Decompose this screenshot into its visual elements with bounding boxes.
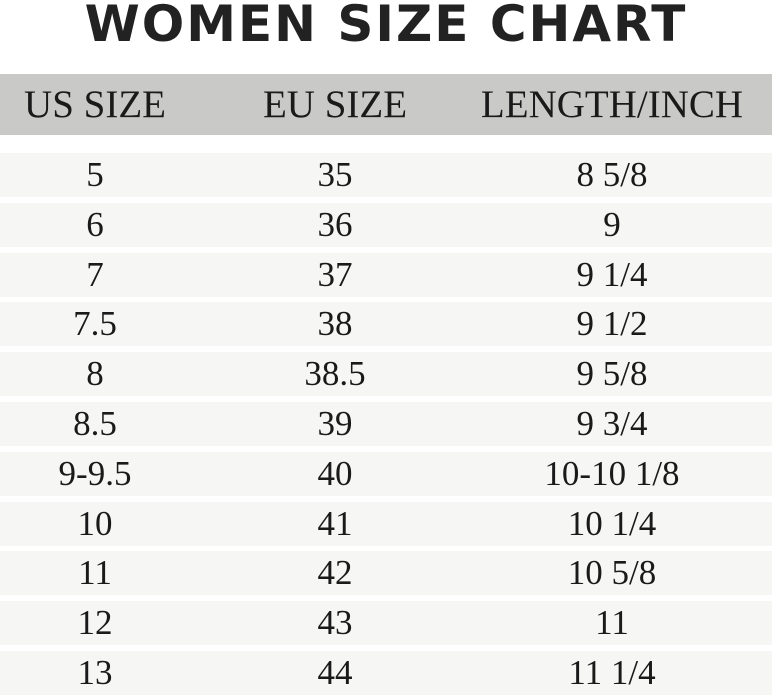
table-row: 6 36 9 bbox=[0, 202, 772, 247]
eu-size-cell: 38.5 bbox=[304, 354, 366, 394]
eu-size-cell: 40 bbox=[317, 453, 353, 493]
length-cell: 9 1/2 bbox=[576, 304, 648, 344]
table-row: 8 38.5 9 5/8 bbox=[0, 352, 772, 397]
header-length-inch: LENGTH/INCH bbox=[480, 83, 744, 126]
table-row: 11 42 10 5/8 bbox=[0, 551, 772, 596]
us-size-cell: 6 bbox=[86, 204, 104, 244]
header-us-size: US SIZE bbox=[24, 83, 166, 126]
eu-size-cell: 36 bbox=[317, 204, 353, 244]
us-size-cell: 5 bbox=[86, 155, 104, 194]
length-cell: 11 1/4 bbox=[568, 653, 656, 692]
table-row: 12 43 11 bbox=[0, 601, 772, 646]
eu-size-cell: 37 bbox=[317, 254, 353, 294]
us-size-cell: 11 bbox=[78, 553, 112, 593]
chart-title: WOMEN SIZE CHART bbox=[84, 0, 688, 53]
table-header: US SIZE EU SIZE LENGTH/INCH bbox=[0, 74, 772, 135]
length-cell: 9 3/4 bbox=[576, 404, 648, 443]
eu-size-cell: 42 bbox=[317, 553, 353, 593]
length-cell: 9 1/4 bbox=[576, 254, 648, 294]
table-row: 8.5 39 9 3/4 bbox=[0, 402, 772, 446]
table-row: 10 41 10 1/4 bbox=[0, 501, 772, 546]
us-size-cell: 10 bbox=[77, 503, 113, 543]
table-row: 9-9.5 40 10-10 1/8 bbox=[0, 451, 772, 496]
length-cell: 11 bbox=[595, 603, 629, 643]
length-cell: 8 5/8 bbox=[576, 155, 648, 194]
table-row: 7 37 9 1/4 bbox=[0, 252, 772, 297]
length-cell: 10 5/8 bbox=[567, 553, 657, 593]
header-eu-size: EU SIZE bbox=[262, 83, 408, 126]
us-size-cell: 13 bbox=[77, 653, 113, 692]
eu-size-cell: 43 bbox=[317, 603, 353, 643]
us-size-cell: 9-9.5 bbox=[58, 453, 132, 493]
length-cell: 10-10 1/8 bbox=[544, 453, 680, 493]
eu-size-cell: 35 bbox=[317, 155, 353, 194]
length-cell: 9 5/8 bbox=[576, 354, 648, 394]
eu-size-cell: 41 bbox=[317, 503, 353, 543]
length-cell: 10 1/4 bbox=[567, 503, 657, 543]
table-row: 13 44 11 1/4 bbox=[0, 651, 772, 695]
us-size-cell: 7.5 bbox=[73, 304, 117, 344]
table-row: 5 35 8 5/8 bbox=[0, 153, 772, 197]
us-size-cell: 8 bbox=[86, 354, 104, 394]
us-size-cell: 12 bbox=[77, 603, 113, 643]
table-row: 7.5 38 9 1/2 bbox=[0, 302, 772, 347]
eu-size-cell: 38 bbox=[317, 304, 353, 344]
eu-size-cell: 39 bbox=[317, 404, 353, 443]
us-size-cell: 7 bbox=[86, 254, 104, 294]
us-size-cell: 8.5 bbox=[73, 404, 117, 443]
length-cell: 9 bbox=[603, 204, 621, 244]
eu-size-cell: 44 bbox=[317, 653, 353, 692]
